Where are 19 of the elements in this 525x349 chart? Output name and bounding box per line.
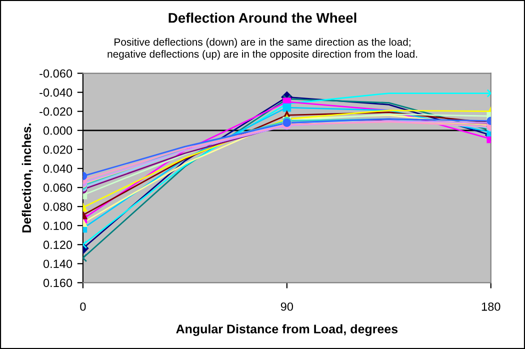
y-tick-label: -0.060 [40, 69, 72, 78]
y-tick-label: 0.140 [43, 260, 72, 268]
y-tick-label: 0.040 [43, 164, 72, 173]
chart-subtitle: Positive deflections (down) are in the same direction as the load; negative deflections (up) are in the opposite direction from the load. [108, 38, 418, 60]
y-tick-label: 0.020 [43, 145, 72, 154]
chart-title: Deflection Around the Wheel [168, 12, 356, 23]
x-tick-label: 180 [482, 302, 500, 311]
y-tick-label: -0.020 [40, 107, 72, 116]
y-tick-label: 0.160 [43, 278, 72, 288]
y-tick-label: 0.000 [43, 126, 72, 135]
y-tick-label: 0.080 [43, 202, 72, 211]
x-tick-label: 90 [280, 302, 294, 311]
y-tick-label: -0.040 [40, 88, 72, 97]
y-tick-label: 0.060 [43, 184, 72, 192]
x-tick-label: 0 [80, 302, 86, 311]
y-tick-label: 0.100 [43, 222, 72, 230]
y-axis-title: Deflection, inches. [22, 124, 33, 232]
x-axis-title: Angular Distance from Load, degrees [176, 324, 398, 336]
y-tick-label: 0.120 [43, 240, 72, 250]
